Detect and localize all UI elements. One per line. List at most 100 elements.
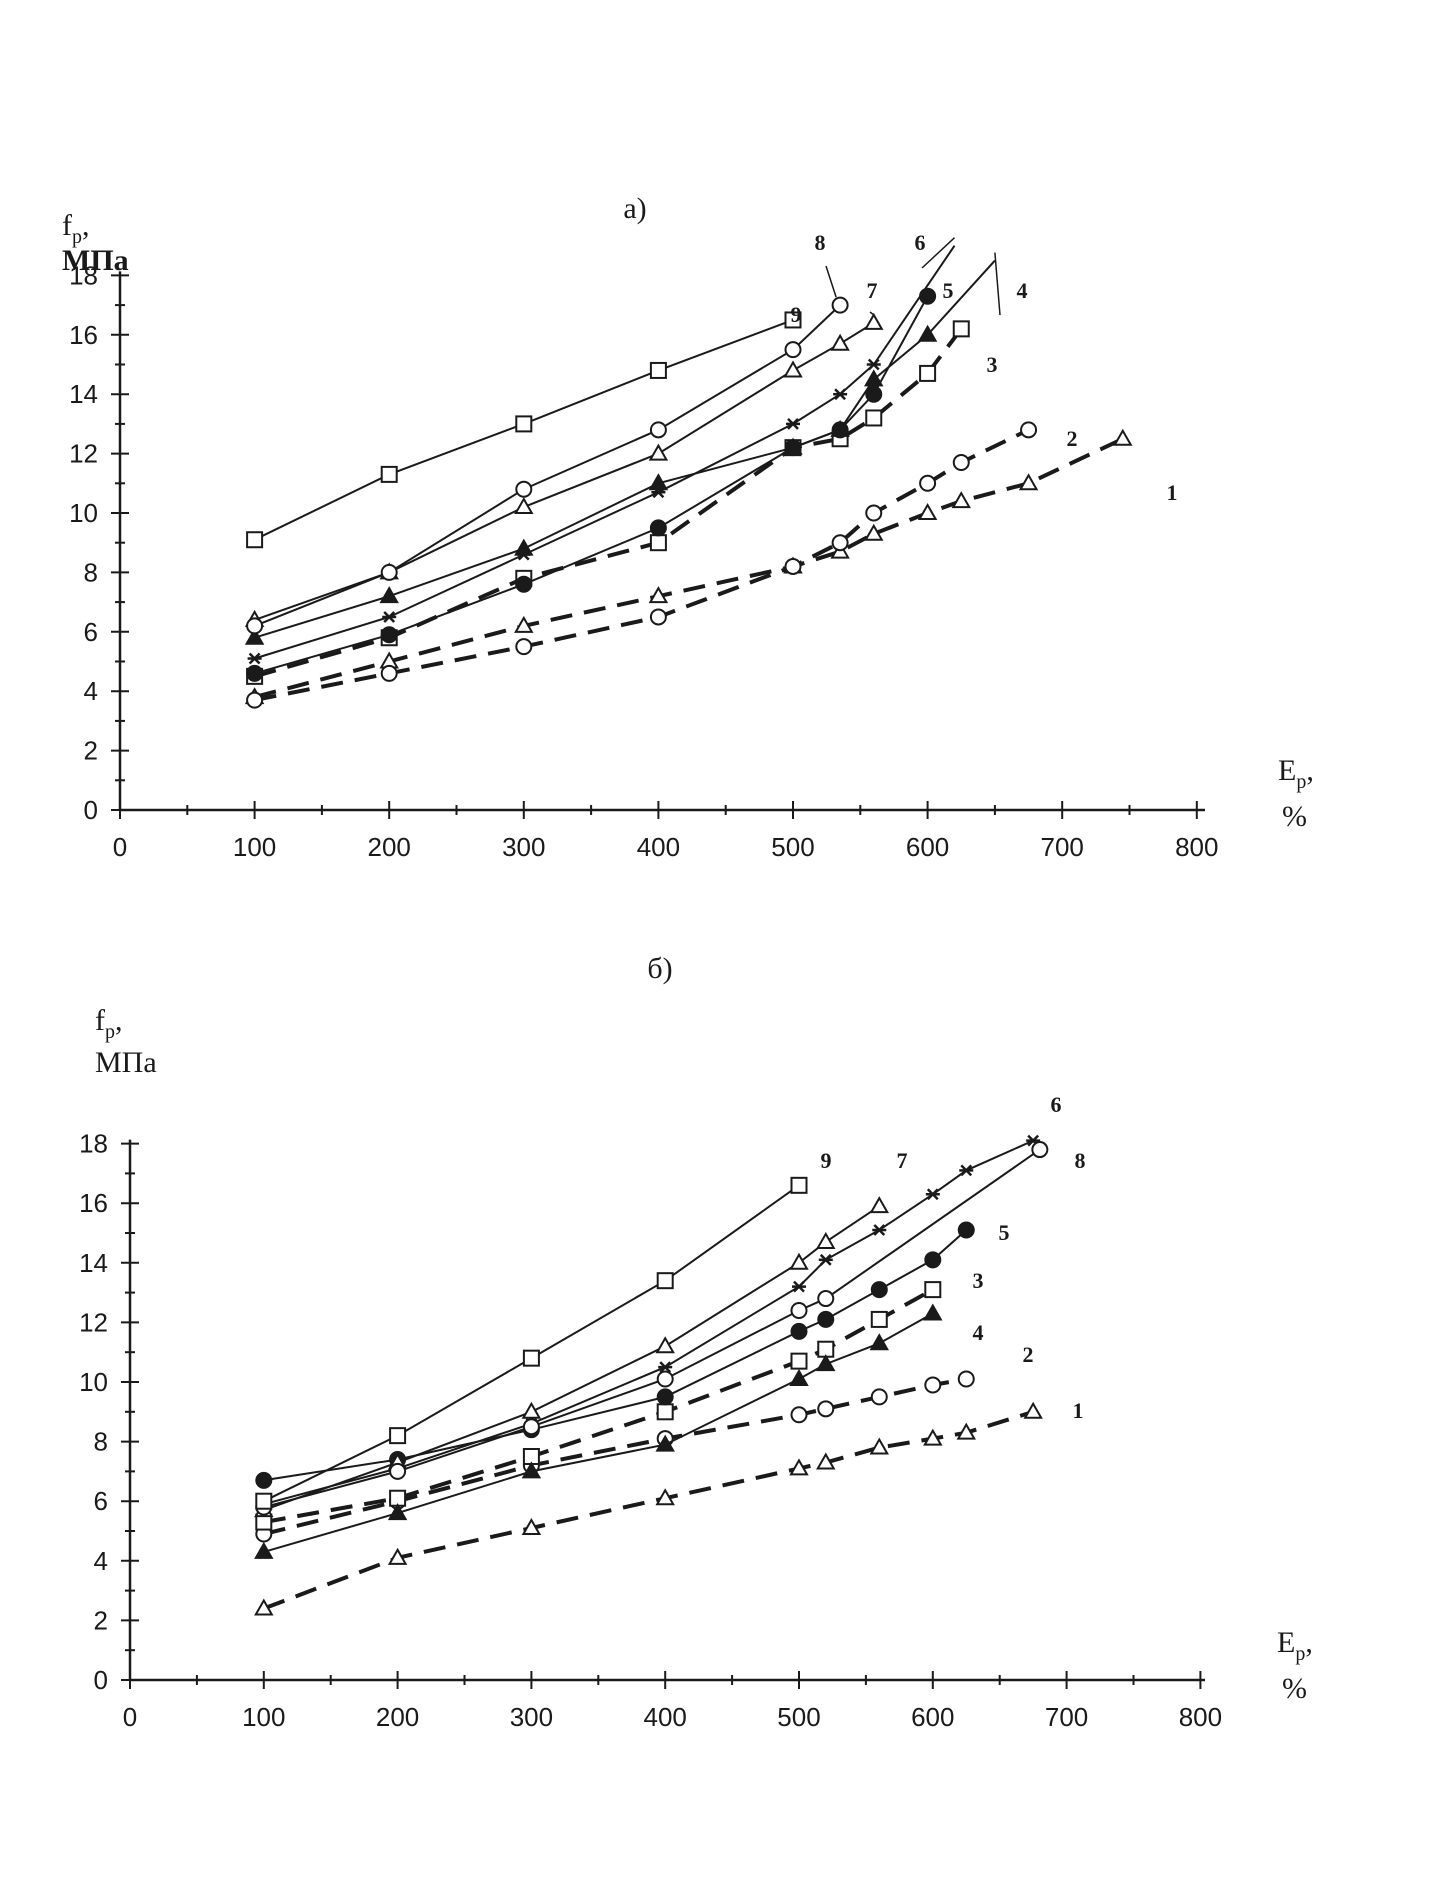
data-point [816,1231,836,1249]
series-9: 9 [255,1148,832,1510]
x-tick-label: 800 [1175,832,1218,862]
x-tick-label: 500 [771,832,814,862]
x-tick-label: 400 [644,1702,687,1732]
data-point [919,287,937,305]
data-point [817,1400,835,1418]
label-leader [825,265,837,298]
y-axis-unit: МПа [62,244,129,277]
data-point [790,1406,808,1424]
series-label: 8 [815,230,826,255]
series-line [254,428,1030,703]
data-point [515,480,533,498]
series-label: 5 [999,1220,1010,1245]
x-tick-label: 600 [911,1702,954,1732]
data-point [648,443,669,461]
data-point [923,1303,943,1321]
data-point [831,421,849,439]
data-point [515,415,533,433]
data-point [919,474,937,492]
data-point [522,1349,540,1367]
x-tick-label: 100 [242,1702,285,1732]
x-tick-label: 300 [510,1702,553,1732]
label-leader [921,237,956,269]
data-point [783,360,803,378]
data-point [516,548,531,561]
series-label: 6 [915,230,926,255]
series-line [254,295,929,675]
data-point [255,1471,273,1489]
panel-title: б) [647,952,672,985]
data-point [380,563,398,581]
data-point [656,1388,674,1406]
series-label: 8 [1075,1148,1086,1173]
data-point [864,369,884,387]
data-point [380,465,398,483]
x-axis-label: Ep, [1278,754,1314,793]
data-point [952,320,970,338]
data-point [957,1221,975,1239]
data-point [869,1333,890,1351]
label-leader [869,311,875,316]
data-point [656,1370,674,1388]
y-axis-unit: МПа [95,1046,157,1079]
series-line [263,1377,967,1536]
data-point [786,418,800,430]
data-point [817,1290,835,1308]
data-point [833,388,848,401]
data-point [655,1336,675,1354]
data-point [1031,1141,1049,1159]
series-1: 1 [254,1398,1084,1616]
x-tick-label: 200 [368,832,411,862]
series-label: 9 [821,1148,832,1173]
data-point [870,1388,888,1406]
x-tick-label: 0 [113,832,127,862]
data-point [658,1361,673,1373]
data-point [521,1401,542,1419]
y-tick-label: 16 [79,1188,108,1218]
x-tick-label: 600 [906,832,949,862]
data-point [1023,1401,1043,1419]
data-point [649,421,667,439]
data-point [514,615,534,633]
series-label: 2 [1023,1342,1034,1367]
data-point [648,586,669,604]
series-label: 9 [791,302,802,327]
data-point [1018,473,1039,491]
data-point [789,1252,809,1270]
series-label: 7 [897,1148,908,1173]
series-2: 2 [246,421,1078,709]
y-tick-label: 12 [69,439,98,469]
data-point [869,1437,890,1455]
data-point [389,1427,407,1445]
data-point [651,486,666,499]
data-point [1113,428,1133,446]
series-8: 8 [246,230,849,635]
data-point [817,1310,835,1328]
data-point [864,312,884,330]
y-tick-label: 6 [84,617,98,647]
data-point [917,324,938,342]
data-point [951,491,971,509]
y-tick-label: 8 [84,557,98,587]
data-point [649,361,667,379]
y-tick-label: 18 [69,260,98,290]
data-point [784,557,802,575]
data-point [864,523,884,541]
chart-panel-b: б)0 100 200 300 400 500 600 700 8000246810121416… [79,952,1313,1732]
x-tick-label: 200 [376,1702,419,1732]
data-point [247,652,262,665]
x-tick-label: 100 [233,832,276,862]
series-line [263,1205,880,1512]
y-tick-label: 4 [84,676,98,706]
series-9: 9 [246,302,802,549]
data-point [655,1434,675,1452]
data-point [649,534,667,552]
data-point [789,1458,809,1476]
panel-title: а) [623,192,646,225]
data-point [656,1272,674,1290]
x-tick-label: 300 [502,832,545,862]
series-line [254,245,956,660]
data-point [952,454,970,472]
series-line [263,1229,967,1482]
x-axis-unit: % [1282,1672,1307,1705]
